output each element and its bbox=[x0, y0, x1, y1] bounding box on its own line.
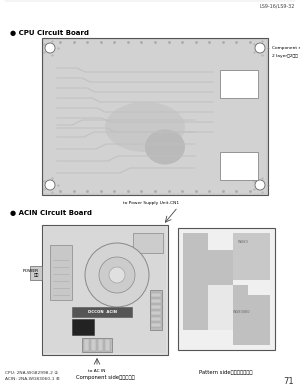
Bar bbox=[98, 339, 103, 351]
Text: Pattern side（パターン面）: Pattern side（パターン面） bbox=[199, 370, 253, 375]
Text: WG83: WG83 bbox=[238, 240, 249, 244]
Bar bbox=[42, 38, 268, 195]
Bar bbox=[220, 152, 258, 180]
Bar bbox=[91, 339, 96, 351]
Circle shape bbox=[255, 180, 265, 190]
Circle shape bbox=[85, 243, 149, 307]
Text: ● CPU Circuit Board: ● CPU Circuit Board bbox=[10, 30, 89, 36]
Bar bbox=[105, 339, 110, 351]
Circle shape bbox=[45, 180, 55, 190]
Polygon shape bbox=[183, 233, 233, 330]
Text: 2 layer（2層）: 2 layer（2層） bbox=[272, 54, 298, 58]
Bar bbox=[151, 323, 161, 327]
Bar bbox=[151, 317, 161, 321]
Text: Component side（部品面）: Component side（部品面） bbox=[272, 46, 300, 50]
Ellipse shape bbox=[145, 129, 185, 165]
Text: to AC IN: to AC IN bbox=[88, 369, 106, 373]
Bar bbox=[44, 40, 266, 193]
Circle shape bbox=[45, 43, 55, 53]
Bar bbox=[151, 293, 161, 297]
Bar bbox=[72, 319, 94, 335]
Bar bbox=[133, 233, 163, 253]
Polygon shape bbox=[233, 285, 270, 345]
Circle shape bbox=[99, 257, 135, 293]
Ellipse shape bbox=[105, 102, 185, 152]
Bar bbox=[82, 338, 112, 352]
Bar bbox=[151, 305, 161, 309]
Bar bbox=[72, 307, 132, 317]
Bar bbox=[50, 245, 72, 300]
Text: 71: 71 bbox=[284, 377, 294, 386]
Bar bbox=[178, 228, 275, 350]
Text: DCCON  ACIN: DCCON ACIN bbox=[88, 310, 116, 314]
Polygon shape bbox=[208, 285, 233, 330]
Text: WG83060: WG83060 bbox=[233, 310, 250, 314]
Text: Component side（部品面）: Component side（部品面） bbox=[76, 375, 134, 380]
Text: POWER
電源: POWER 電源 bbox=[23, 269, 39, 278]
Circle shape bbox=[255, 43, 265, 53]
Text: CPU: 2NA-WG82998-2 ②
ACIN: 2NA-WG83060-1 ④: CPU: 2NA-WG82998-2 ② ACIN: 2NA-WG83060-1… bbox=[5, 371, 60, 380]
Bar bbox=[42, 225, 168, 355]
Polygon shape bbox=[233, 233, 270, 280]
Bar bbox=[151, 299, 161, 303]
Circle shape bbox=[109, 267, 125, 283]
Text: to Power Supply Unit-CN1: to Power Supply Unit-CN1 bbox=[123, 201, 179, 205]
Text: ● ACIN Circuit Board: ● ACIN Circuit Board bbox=[10, 210, 92, 216]
Bar bbox=[150, 290, 162, 330]
Bar bbox=[44, 227, 166, 353]
Bar bbox=[30, 266, 42, 280]
Bar bbox=[220, 70, 258, 98]
Bar bbox=[151, 311, 161, 315]
Text: LS9-16/LS9-32: LS9-16/LS9-32 bbox=[260, 3, 295, 8]
Bar bbox=[84, 339, 89, 351]
